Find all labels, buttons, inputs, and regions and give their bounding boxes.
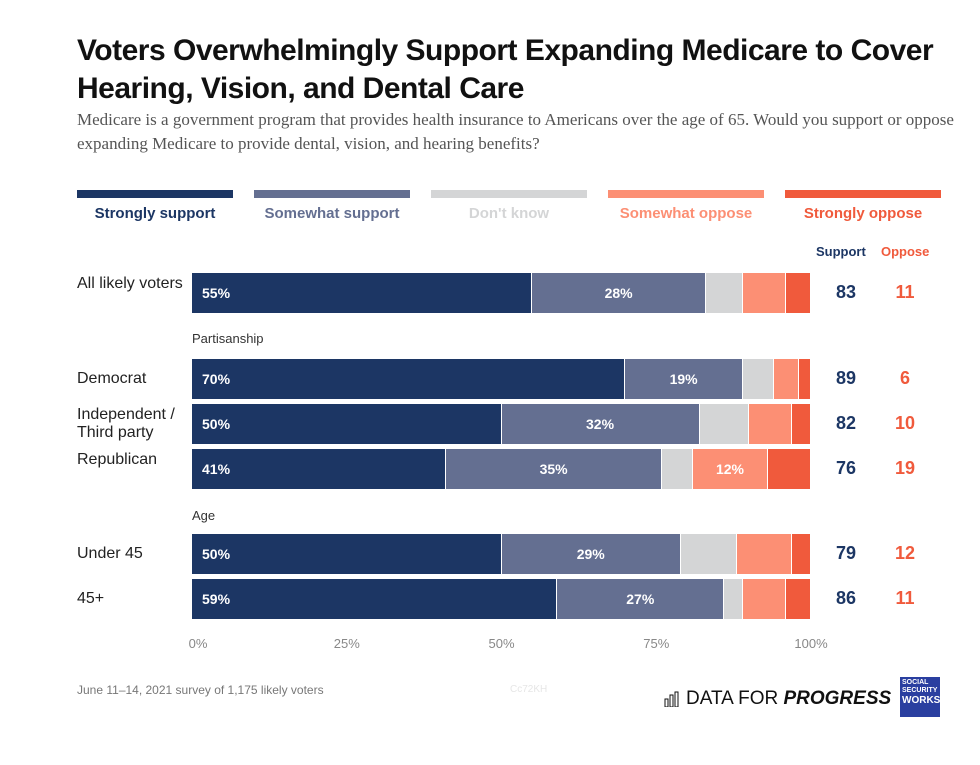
oppose-header: Oppose — [881, 244, 930, 259]
bar-segment — [792, 404, 811, 444]
bar-segment — [681, 534, 737, 574]
bar-segment — [662, 449, 694, 489]
oppose-value: 11 — [895, 588, 915, 608]
bar-segment: 12% — [693, 449, 768, 489]
support-header: Support — [816, 244, 866, 259]
oppose-value: 6 — [899, 368, 910, 388]
bar-segment — [798, 359, 811, 399]
bar-segment — [773, 359, 799, 399]
group-label: Age — [192, 508, 216, 523]
bar-segment — [767, 449, 811, 489]
bar-segment — [736, 534, 793, 574]
support-value: 82 — [835, 413, 857, 433]
legend-label: Somewhat oppose — [619, 205, 753, 222]
bar-segment — [742, 359, 774, 399]
bar-segment — [742, 579, 787, 619]
bar-segment — [699, 404, 750, 444]
oppose-value: 11 — [895, 282, 915, 302]
social-security-works-logo: SOCIAL SECURITY WORKS. — [900, 677, 940, 717]
x-tick-label: 0% — [188, 636, 208, 651]
x-tick-label: 25% — [333, 636, 360, 651]
bar-segment — [786, 273, 811, 313]
bar-segment: 28% — [532, 273, 706, 313]
row-label: Under 45 — [77, 545, 143, 562]
x-tick-label: 100% — [794, 636, 828, 651]
bar-segment — [792, 534, 811, 574]
chart-subtitle: Medicare is a government program that pr… — [77, 110, 954, 153]
bar-segment — [724, 579, 743, 619]
support-value: 83 — [835, 282, 857, 302]
bar-segment — [786, 579, 811, 619]
watermark: Cc72KH — [510, 684, 548, 695]
bar-segment: 59% — [192, 579, 558, 619]
support-value: 76 — [835, 458, 857, 478]
bar-segment — [705, 273, 743, 313]
row-label: All likely voters — [77, 275, 183, 292]
chart-header: Voters Overwhelmingly Support Expanding … — [77, 32, 972, 156]
row-label: 45+ — [77, 590, 105, 607]
legend-label: Don't know — [468, 205, 550, 222]
legend-swatch — [77, 190, 233, 198]
bar-segment: 70% — [192, 359, 626, 399]
bar-segment: 35% — [445, 449, 663, 489]
bar-segment — [742, 273, 787, 313]
legend-label: Strongly oppose — [803, 205, 923, 222]
group-label: Partisanship — [192, 331, 264, 346]
bar-segment: 19% — [625, 359, 743, 399]
bar-segment: 50% — [192, 404, 502, 444]
legend-swatch — [608, 190, 764, 198]
legend-swatch — [431, 190, 587, 198]
row-label: Democrat — [77, 370, 147, 387]
support-value: 86 — [835, 588, 857, 608]
oppose-value: 19 — [894, 458, 916, 478]
bar-segment: 50% — [192, 534, 502, 574]
bar-segment: 41% — [192, 449, 446, 489]
legend-swatch — [785, 190, 941, 198]
legend-label: Somewhat support — [264, 205, 400, 222]
data-for-progress-logo: DATA FOR PROGRESS — [664, 688, 891, 710]
oppose-value: 10 — [894, 413, 916, 433]
support-value: 79 — [835, 543, 857, 563]
bar-segment: 55% — [192, 273, 533, 313]
legend-swatch — [254, 190, 410, 198]
bar-segment — [749, 404, 793, 444]
bar-chart-icon — [664, 691, 679, 707]
bar-segment: 27% — [557, 579, 725, 619]
x-tick-label: 50% — [488, 636, 515, 651]
bar-segment: 32% — [501, 404, 700, 444]
legend-label: Strongly support — [94, 205, 216, 222]
x-tick-label: 75% — [643, 636, 670, 651]
support-value: 89 — [835, 368, 857, 388]
row-label: Republican — [77, 451, 158, 468]
bar-segment: 29% — [501, 534, 681, 574]
oppose-value: 12 — [894, 543, 916, 563]
row-label: Independent / Third party — [77, 406, 175, 441]
source-note: June 11–14, 2021 survey of 1,175 likely … — [77, 683, 324, 697]
chart-title: Voters Overwhelmingly Support Expanding … — [77, 34, 934, 105]
